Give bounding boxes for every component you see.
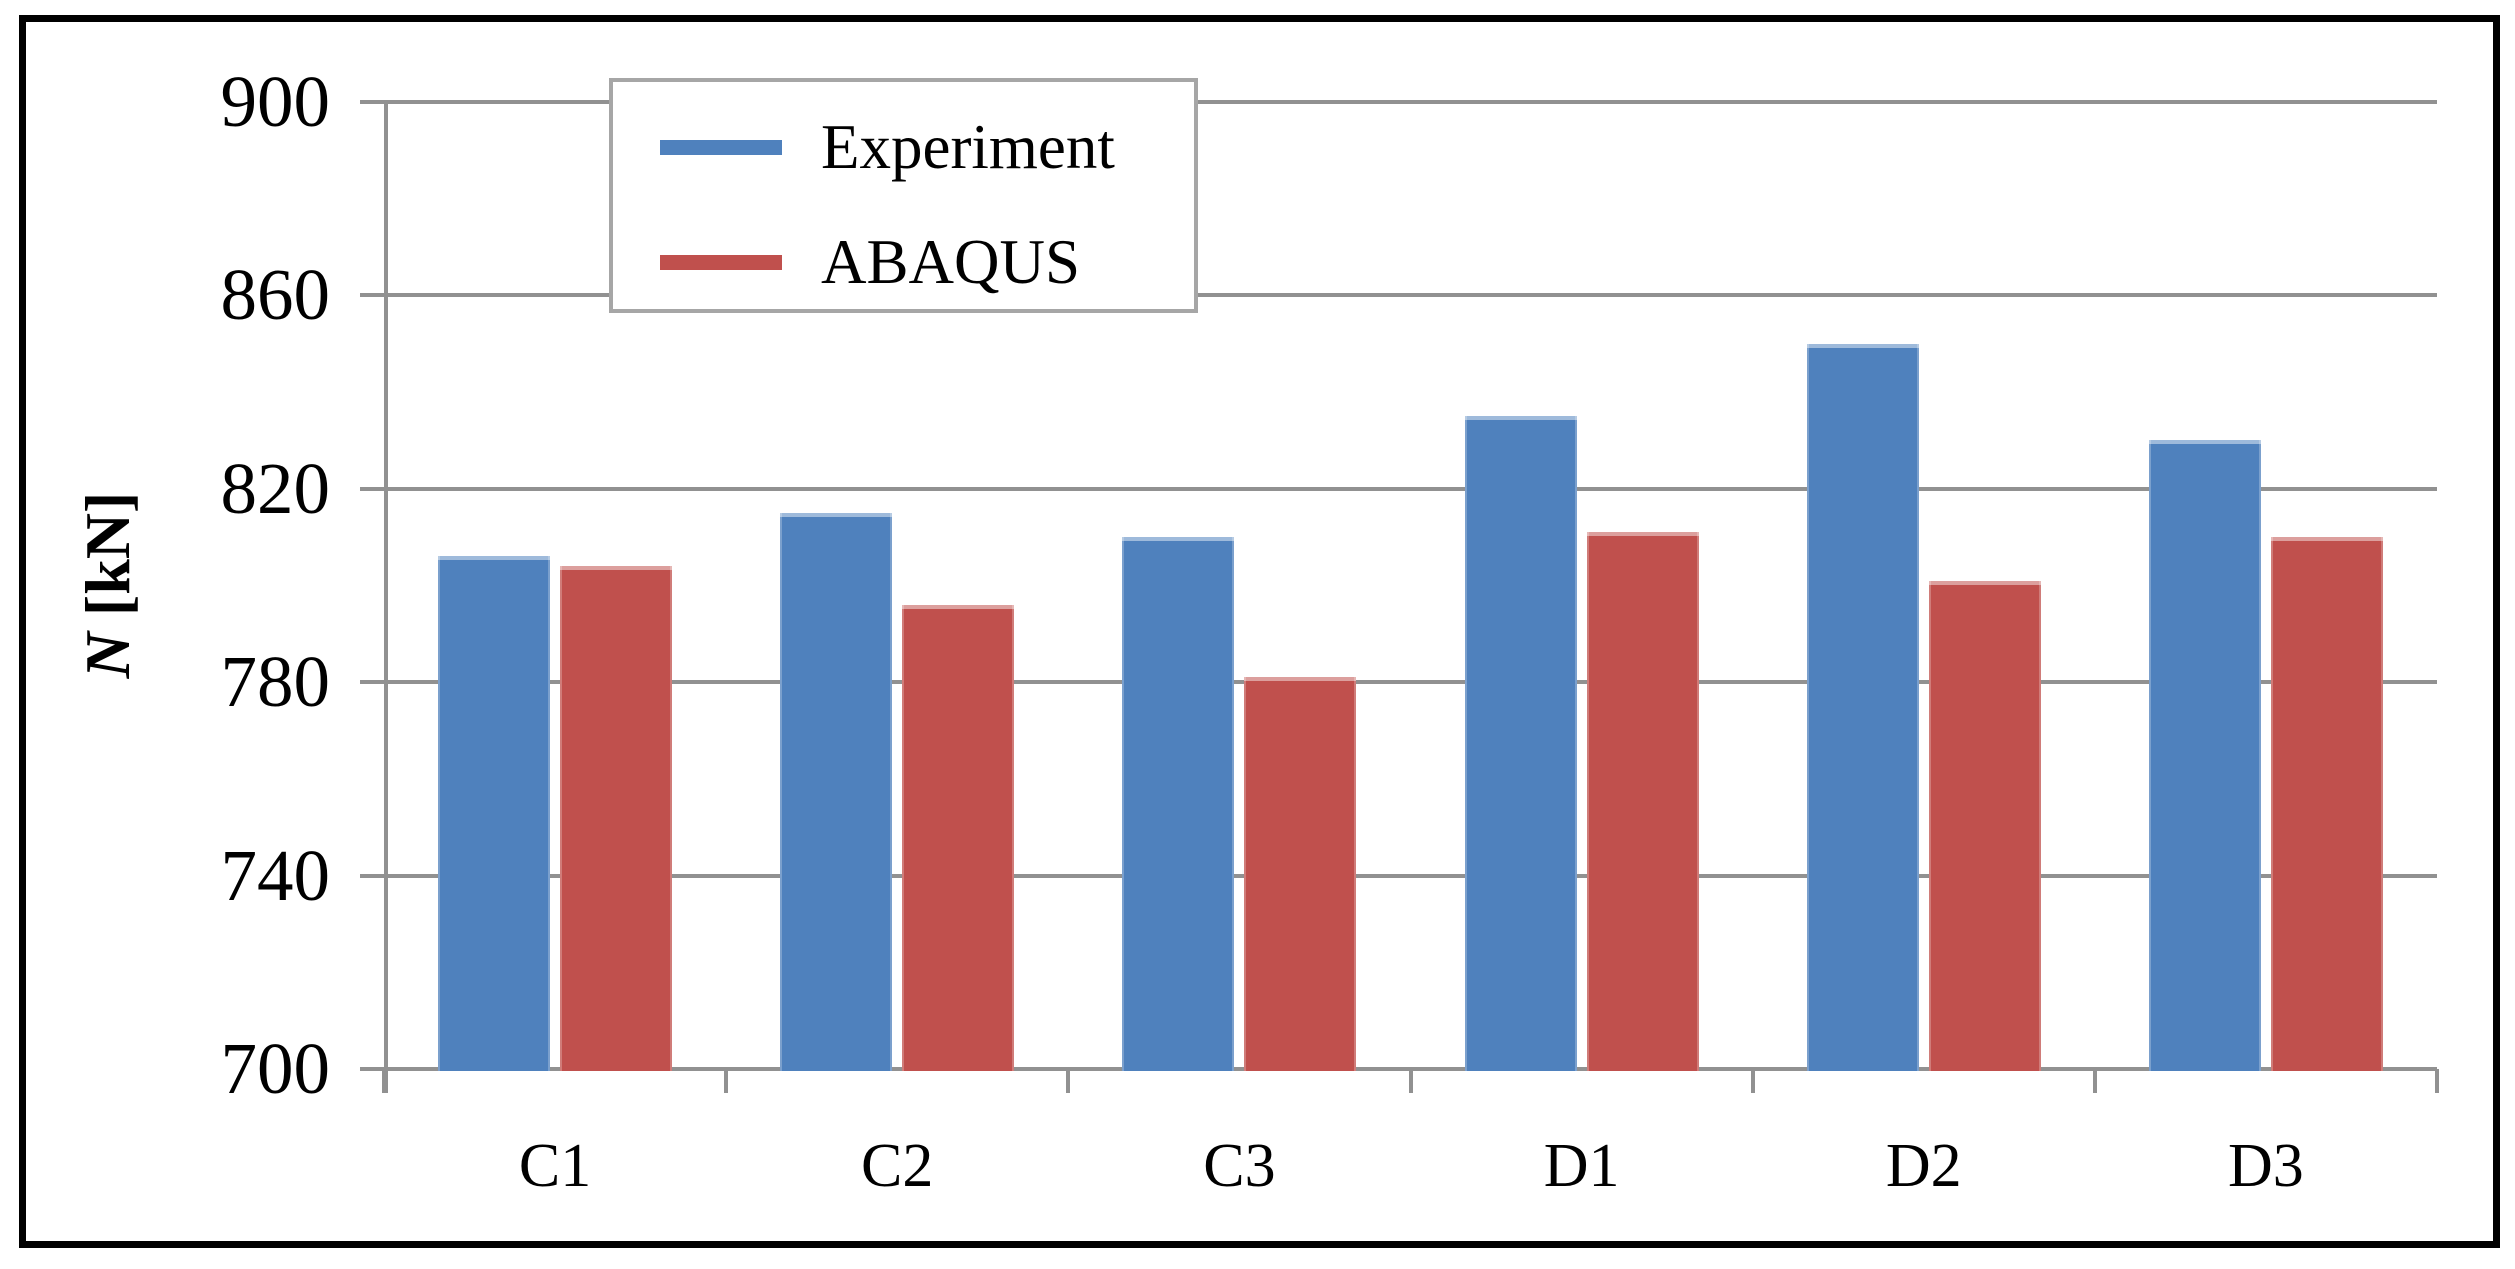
gridline-740 <box>384 873 2437 878</box>
y-axis-title-unit: [kN] <box>72 491 143 617</box>
x-category-label-C1: C1 <box>518 1132 592 1200</box>
gridline-820 <box>384 486 2437 491</box>
gridline-900 <box>384 100 2437 104</box>
y-axis-tick-820 <box>360 486 384 491</box>
bar-abaqus-C2 <box>902 604 1015 1071</box>
legend-item-abaqus: ABAQUS <box>613 222 1194 302</box>
y-axis-title: N [kN] <box>68 285 148 885</box>
y-axis-tick-700 <box>360 1067 384 1071</box>
bar-abaqus-C3 <box>1244 677 1357 1071</box>
legend-swatch-experiment <box>660 140 782 155</box>
bar-experiment-D2 <box>1806 343 1919 1071</box>
bar-abaqus-D1 <box>1586 532 1699 1071</box>
x-axis-tick-2 <box>1066 1069 1071 1093</box>
x-axis-tick-1 <box>724 1069 729 1093</box>
y-tick-label-780: 780 <box>220 641 331 723</box>
bar-experiment-C3 <box>1122 537 1235 1071</box>
y-axis-tick-740 <box>360 873 384 878</box>
x-axis-tick-4 <box>1750 1069 1755 1093</box>
bar-experiment-D1 <box>1464 416 1577 1071</box>
x-axis-tick-5 <box>2092 1069 2097 1093</box>
y-axis-tick-860 <box>360 293 384 298</box>
x-category-label-C2: C2 <box>861 1132 934 1200</box>
y-axis-tick-900 <box>360 100 384 104</box>
bar-abaqus-D3 <box>2270 537 2383 1071</box>
x-axis-tick-3 <box>1408 1069 1413 1093</box>
bar-experiment-C1 <box>438 556 551 1071</box>
x-category-label-C3: C3 <box>1203 1132 1276 1200</box>
x-axis-tick-0 <box>382 1069 386 1093</box>
y-tick-label-820: 820 <box>220 447 331 529</box>
y-axis-tick-780 <box>360 680 384 685</box>
y-axis-line <box>384 102 388 1093</box>
x-category-label-D3: D3 <box>2228 1132 2304 1200</box>
legend-label-experiment: Experiment <box>821 112 1115 182</box>
y-tick-label-860: 860 <box>220 254 331 336</box>
legend-swatch-abaqus <box>660 255 782 270</box>
y-tick-label-740: 740 <box>220 834 331 916</box>
bar-experiment-C2 <box>780 512 893 1071</box>
legend-label-abaqus: ABAQUS <box>821 227 1081 297</box>
x-category-label-D2: D2 <box>1885 1132 1962 1200</box>
y-axis-title-symbol: N <box>72 632 143 679</box>
x-category-label-D1: D1 <box>1543 1132 1620 1200</box>
x-axis-tick-6 <box>2435 1069 2439 1093</box>
bar-experiment-D3 <box>2148 440 2261 1071</box>
bar-abaqus-D2 <box>1928 580 2041 1071</box>
chart-outer-border <box>19 15 2500 1248</box>
y-tick-label-700: 700 <box>220 1028 331 1109</box>
legend-item-experiment: Experiment <box>613 107 1194 187</box>
legend: Experiment ABAQUS <box>609 78 1198 313</box>
gridline-860 <box>384 293 2437 298</box>
bar-abaqus-C1 <box>560 566 673 1071</box>
y-tick-label-900: 900 <box>220 61 331 142</box>
gridline-780 <box>384 680 2437 685</box>
